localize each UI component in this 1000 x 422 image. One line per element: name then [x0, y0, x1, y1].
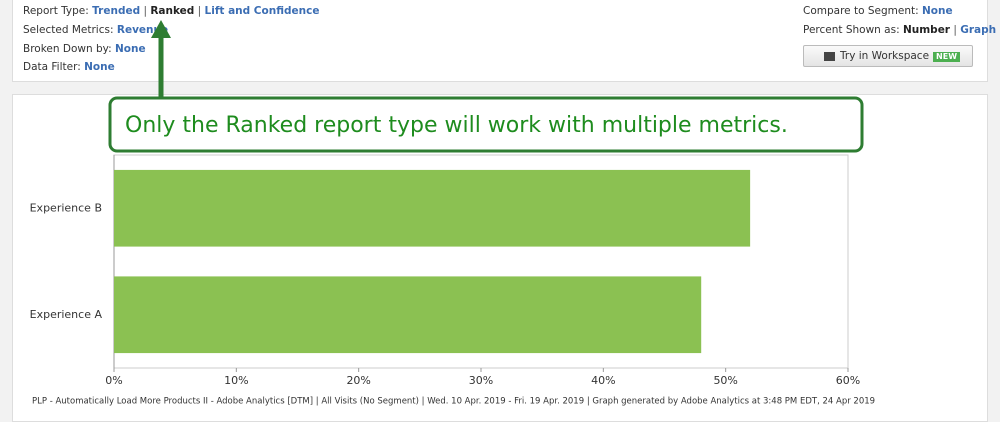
- report-settings: Report Type: Trended | Ranked | Lift and…: [12, 0, 996, 82]
- x-tick-label: 40%: [591, 374, 615, 387]
- x-tick-label: 60%: [836, 374, 860, 387]
- segment-link[interactable]: None: [921, 5, 953, 17]
- percent-row: Percent Shown as: Number | Graph: [803, 24, 996, 36]
- icon: [824, 52, 835, 61]
- report-type-option[interactable]: Lift and Confidence: [204, 5, 320, 17]
- report-type-option[interactable]: Ranked: [150, 5, 195, 17]
- bar: [114, 169, 751, 247]
- y-tick-label: Experience A: [30, 308, 103, 321]
- x-tick-label: 0%: [105, 374, 122, 387]
- report-type-option[interactable]: Trended: [92, 5, 141, 17]
- new-badge: NEW: [933, 52, 961, 62]
- chart-footer: PLP - Automatically Load More Products I…: [32, 397, 875, 407]
- x-tick-label: 20%: [346, 374, 370, 387]
- label: Report Type:: [23, 5, 89, 17]
- filter-link[interactable]: None: [84, 61, 115, 73]
- percent-option[interactable]: Number: [902, 24, 950, 36]
- breakdown-row: Broken Down by: None: [23, 43, 146, 55]
- callout: Only the Ranked report type will work wi…: [108, 20, 864, 153]
- bar: [114, 276, 702, 354]
- button-label: Try in Workspace: [840, 50, 930, 62]
- x-tick-label: 30%: [469, 374, 493, 387]
- label: Compare to Segment:: [803, 5, 919, 17]
- label: Selected Metrics:: [23, 24, 114, 36]
- y-tick-label: Experience B: [30, 201, 102, 214]
- percent-option[interactable]: Graph: [960, 24, 997, 36]
- separator: |: [197, 5, 202, 17]
- label: Data Filter:: [23, 61, 81, 73]
- x-tick-label: 50%: [713, 374, 737, 387]
- label: Percent Shown as:: [803, 24, 900, 36]
- separator: |: [143, 5, 147, 17]
- separator: |: [953, 24, 957, 36]
- callout-text: Only the Ranked report type will work wi…: [125, 113, 788, 138]
- x-tick-label: 10%: [224, 374, 248, 387]
- breakdown-link[interactable]: None: [114, 43, 146, 55]
- callout-box: [108, 96, 864, 153]
- callout-arrowhead: [151, 20, 171, 38]
- filter-row: Data Filter: None: [23, 61, 115, 73]
- report-type-row: Report Type: Trended | Ranked | Lift and…: [23, 5, 319, 17]
- label: Broken Down by:: [23, 43, 112, 55]
- workspace-button[interactable]: Try in Workspace NEW: [803, 45, 973, 67]
- segment-row: Compare to Segment: None: [803, 5, 953, 17]
